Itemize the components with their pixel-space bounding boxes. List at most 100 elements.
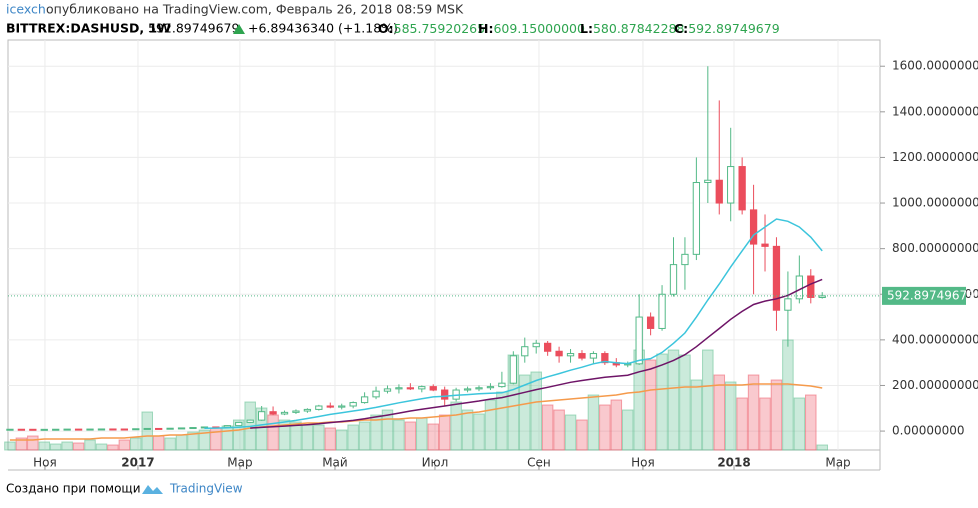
candle-body <box>521 346 529 357</box>
candles <box>6 66 880 441</box>
candle-body <box>360 396 369 404</box>
last-price-box <box>882 286 966 305</box>
published: опубликовано на TradingView.com, Февраль… <box>46 2 464 17</box>
y-tick-label: 0.00000000 <box>892 424 965 438</box>
volume-bar <box>747 374 760 451</box>
last-price-text: 592.89749679 <box>148 21 240 36</box>
candle-body <box>349 402 357 407</box>
candle-body <box>303 408 312 412</box>
volume-bar <box>690 379 703 451</box>
ohlc-value: 592.89749679 <box>688 21 780 36</box>
volume-bar <box>164 437 176 451</box>
volume-bar <box>38 441 51 451</box>
last-price-label: 592.89749679 <box>887 288 975 302</box>
volume-bar <box>152 435 165 451</box>
candle-body <box>155 427 163 430</box>
volume-ma <box>9 383 823 441</box>
candle-body <box>761 243 769 247</box>
candle-body <box>97 428 106 431</box>
volume-bar <box>576 419 588 451</box>
candle-body <box>189 427 197 430</box>
volume-bar <box>770 379 783 451</box>
volume-bar <box>496 391 508 451</box>
candle-body <box>326 405 334 408</box>
y-tick-label: 400.00000000 <box>892 332 978 346</box>
candle-body <box>166 427 174 430</box>
x-tick-label: Мар <box>825 456 850 470</box>
volume-bar <box>381 409 394 451</box>
candle-body <box>177 427 186 430</box>
volume-bar <box>519 374 531 451</box>
candle-body <box>498 382 506 388</box>
candle-body <box>544 342 552 352</box>
volume-bar <box>416 417 428 451</box>
candle-body <box>223 425 231 428</box>
x-tick-label: Ноя <box>631 456 655 470</box>
volume-bar <box>541 404 554 451</box>
ohlc-item: C:592.89749679 <box>674 21 780 36</box>
candle-body <box>109 428 117 431</box>
x-tick-label: Ноя <box>33 456 57 470</box>
volume-bar <box>370 414 382 451</box>
author[interactable]: icexch <box>6 2 46 17</box>
up-arrow <box>233 24 245 34</box>
candle-body <box>807 275 815 298</box>
volume-bar <box>49 443 62 451</box>
volume-bar <box>427 423 440 451</box>
candle-body <box>280 411 289 415</box>
moving-average <box>250 278 823 429</box>
volume-bar <box>438 414 451 451</box>
candle-body <box>555 350 563 357</box>
candle-body <box>509 355 517 384</box>
volume-bar <box>301 424 314 451</box>
volume-bar <box>4 441 16 451</box>
candle-body <box>132 428 140 431</box>
volume-bar <box>564 414 577 451</box>
volume-bar <box>187 431 199 451</box>
candle-body <box>704 179 712 184</box>
volume-bar <box>347 424 359 451</box>
ohlc-label: C: <box>674 21 688 36</box>
logo[interactable] <box>142 485 163 494</box>
candle-body <box>818 295 826 299</box>
volume-bar <box>141 411 153 451</box>
candle-body <box>486 386 495 389</box>
ohlc-value: 609.15000000 <box>493 21 585 36</box>
volume-bar <box>599 404 611 451</box>
volume-bar <box>621 409 634 451</box>
y-tick-label: 1000.00000000 <box>892 196 978 210</box>
volume-bar <box>232 419 245 451</box>
ohlc-item: H:609.15000000 <box>478 21 585 36</box>
candle-body <box>601 353 609 364</box>
y-tick-label: 1200.00000000 <box>892 150 978 164</box>
candle-body <box>63 428 71 431</box>
candle-body <box>40 428 48 431</box>
brand[interactable]: TradingView <box>169 482 243 496</box>
volume-bar <box>313 424 325 451</box>
candle-body <box>772 245 781 311</box>
volume-bar <box>198 429 211 451</box>
candle-body <box>143 427 151 430</box>
candle-body <box>578 353 586 359</box>
volume-bar <box>27 435 39 451</box>
volume-bar <box>793 397 806 451</box>
candle-body <box>681 253 689 266</box>
volume-bar <box>278 419 291 451</box>
ohlc-label: O: <box>378 21 394 36</box>
volume-bar <box>461 409 474 451</box>
candle-body <box>646 316 655 329</box>
volume-bar <box>724 381 737 451</box>
candle-body <box>383 388 392 392</box>
y-tick-label: 1600.00000000 <box>892 59 978 73</box>
x-tick-label: Май <box>322 456 348 470</box>
volume-bar <box>713 374 726 451</box>
grid <box>8 40 880 450</box>
candle-body <box>257 411 266 421</box>
candle-body <box>658 293 666 329</box>
volume-bar <box>759 397 771 451</box>
volume-bar <box>118 439 131 451</box>
x-tick-label: Сен <box>527 456 551 470</box>
volume-bar <box>404 421 417 451</box>
x-tick-label: 2018 <box>717 456 750 470</box>
